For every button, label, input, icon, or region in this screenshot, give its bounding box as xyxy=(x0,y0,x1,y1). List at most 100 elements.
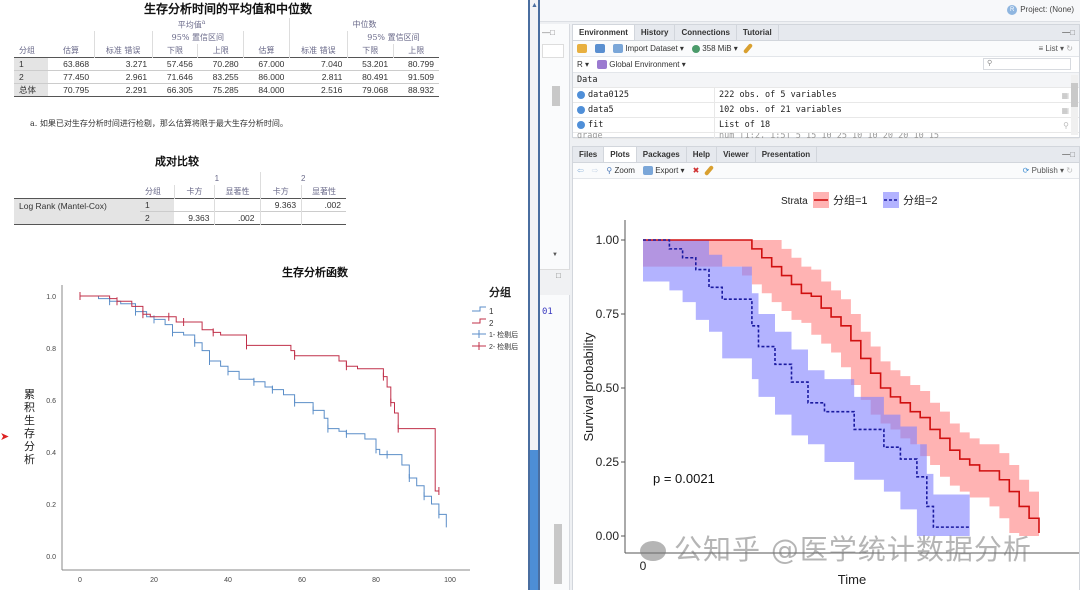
svg-text:Survival probability: Survival probability xyxy=(581,332,596,442)
zoom-button[interactable]: ⚲ Zoom xyxy=(606,166,635,175)
open-folder-icon[interactable] xyxy=(577,44,587,53)
console-pane-icon[interactable]: □ xyxy=(556,271,561,280)
survival-plot: Strata 分组=1 分组=2 0.00 0.25 0.50 0.75 1.00 0 Ti… xyxy=(573,180,1079,596)
tab-plots[interactable]: Plots xyxy=(604,147,637,162)
tab-history[interactable]: History xyxy=(635,25,676,40)
table-view-icon[interactable]: ▦ xyxy=(1061,90,1069,100)
env-scope-bar: R ▾ Global Environment ▾ ⚲ xyxy=(573,57,1079,73)
window-scrollbar[interactable]: ▲ xyxy=(528,0,540,590)
header-ci-median: 95% 置信区间 xyxy=(346,31,439,44)
col-sig-2: 显著性 xyxy=(301,185,346,198)
pane-minmax-icon[interactable]: —□ xyxy=(1062,150,1075,159)
env-search-input[interactable]: ⚲ xyxy=(983,58,1071,70)
memory-usage-button[interactable]: 358 MiB ▾ xyxy=(691,44,738,53)
memory-pie-icon xyxy=(691,44,700,53)
tab-viewer[interactable]: Viewer xyxy=(717,147,756,162)
tab-help[interactable]: Help xyxy=(687,147,718,162)
env-object-row[interactable]: fit List of 18 ⚲ xyxy=(573,118,1079,133)
svg-text:0.8: 0.8 xyxy=(46,346,56,353)
p-value-annotation: p = 0.0021 xyxy=(653,471,715,486)
svg-text:分组=2: 分组=2 xyxy=(903,193,938,207)
col-se: 标准 错误 xyxy=(93,44,153,57)
mean-median-table: 平均值a 中位数 95% 置信区间 95% 置信区间 分组 估算 标准 错误 下… xyxy=(14,18,439,97)
broom-icon[interactable] xyxy=(742,43,753,54)
tab-connections[interactable]: Connections xyxy=(675,25,737,40)
col-group: 分组 xyxy=(144,186,161,196)
expand-icon[interactable] xyxy=(577,91,585,99)
svg-text:0.2: 0.2 xyxy=(46,502,56,509)
watermark: 公知乎 @医学统计数据分析 xyxy=(640,528,1032,568)
project-menu[interactable]: R Project: (None) xyxy=(1007,5,1074,15)
legend-title: 分组 xyxy=(489,286,511,299)
km-chart-title: 生存分析函数 xyxy=(282,266,348,279)
table-view-icon[interactable]: ▦ xyxy=(1061,105,1069,115)
header-group-1: 1 xyxy=(214,174,220,183)
refresh-icon[interactable]: ↻ xyxy=(1066,44,1073,53)
svg-text:0.4: 0.4 xyxy=(46,450,56,457)
table-row: Log Rank (Mantel-Cox) 1 9.363.002 xyxy=(14,198,346,224)
scrollbar-thumb[interactable] xyxy=(530,450,538,590)
console-scrollbar[interactable] xyxy=(554,524,562,584)
tab-presentation[interactable]: Presentation xyxy=(756,147,818,162)
env-object-row[interactable]: data5 102 obs. of 21 variables ▦ xyxy=(573,103,1079,118)
forward-arrow-icon[interactable]: ⇨ xyxy=(591,166,599,175)
tab-packages[interactable]: Packages xyxy=(637,147,687,162)
environment-pane: Environment History Connections Tutorial… xyxy=(572,24,1080,139)
scroll-up-icon[interactable]: ▲ xyxy=(531,2,538,9)
col-chi: 卡方 xyxy=(173,185,215,198)
tab-files[interactable]: Files xyxy=(573,147,605,162)
col-lower-median: 下限 xyxy=(346,44,394,57)
rstudio-window: R Project: (None) —□ ▼ □ 01 Environment H… xyxy=(540,0,1080,596)
project-icon: R xyxy=(1007,5,1018,15)
back-arrow-icon[interactable]: ⇦ xyxy=(577,166,584,175)
svg-text:0.75: 0.75 xyxy=(596,307,620,321)
plots-pane: Files Plots Packages Help Viewer Present… xyxy=(572,146,1080,596)
refresh-icon[interactable]: ↻ xyxy=(1066,166,1073,175)
table-row: 2 9.363.002 xyxy=(14,211,346,224)
pane-minmax-icon[interactable]: —□ xyxy=(1062,28,1075,37)
scroll-down-icon[interactable]: ▼ xyxy=(552,252,558,258)
expand-icon[interactable] xyxy=(577,106,585,114)
broom-icon[interactable] xyxy=(704,165,715,176)
col-estimate-median: 估算 xyxy=(243,44,290,57)
col-chi-2: 卡方 xyxy=(259,185,302,198)
svg-text:Strata: Strata xyxy=(781,196,808,207)
header-group-2: 2 xyxy=(259,172,346,185)
view-mode-dropdown[interactable]: ≡ List ▾ ↻ xyxy=(1038,44,1073,53)
import-icon xyxy=(613,44,623,54)
tab-tutorial[interactable]: Tutorial xyxy=(737,25,779,40)
arrow-right-icon: ➤ xyxy=(0,431,10,443)
language-dropdown[interactable]: R ▾ xyxy=(577,60,590,69)
spss-legend: 1 2 1- 检剔后 2- 检剔后 xyxy=(472,306,518,351)
export-icon xyxy=(642,166,653,176)
scope-dropdown[interactable]: Global Environment ▾ xyxy=(597,60,686,70)
svg-text:2- 检剔后: 2- 检剔后 xyxy=(489,342,518,351)
search-icon[interactable]: ⚲ xyxy=(1063,120,1069,130)
svg-text:分组=1: 分组=1 xyxy=(833,193,868,207)
svg-text:0.50: 0.50 xyxy=(596,381,620,395)
env-scrollbar[interactable] xyxy=(1071,75,1078,135)
plots-toolbar: ⇦ ⇨ ⚲ Zoom Export ▾ ✖ ⟳ Publish ▾ ↻ xyxy=(573,163,1079,179)
pane-maximize-icon[interactable]: —□ xyxy=(542,28,555,37)
save-icon[interactable] xyxy=(595,44,605,53)
svg-text:20: 20 xyxy=(150,577,158,584)
tab-environment[interactable]: Environment xyxy=(573,25,635,40)
env-tabs: Environment History Connections Tutorial… xyxy=(573,25,1079,41)
source-scrollbar[interactable] xyxy=(552,86,560,106)
svg-text:2: 2 xyxy=(489,319,494,328)
pairwise-comparison-table: 1 2 分组 卡方 显著性 卡方 显著性 Log Rank (Mantel-Co… xyxy=(14,172,346,225)
table-row: 1 63.868 3.271 57.456 70.280 67.000 7.040 5… xyxy=(14,57,439,70)
table1-footnote: a. 如果已对生存分析时间进行检剔，那么估算将限于最大生存分析时间。 xyxy=(30,119,288,128)
remove-plot-icon[interactable]: ✖ xyxy=(692,166,700,175)
publish-icon: ⟳ xyxy=(1022,166,1030,175)
import-dataset-button[interactable]: Import Dataset ▾ xyxy=(613,44,684,54)
col-se-median: 标准 错误 xyxy=(288,44,348,57)
env-object-row[interactable]: data0125 222 obs. of 5 variables ▦ xyxy=(573,88,1079,103)
env-object-row[interactable]: grade num [1:2, 1:5] 5 15 10 25 10 10 20 … xyxy=(573,133,1079,139)
col-upper: 上限 xyxy=(197,44,244,57)
col-estimate: 估算 xyxy=(63,45,79,55)
export-button[interactable]: Export ▾ xyxy=(642,166,685,176)
expand-icon[interactable] xyxy=(577,121,585,129)
header-mean: 平均值a xyxy=(177,18,206,30)
publish-button[interactable]: ⟳ Publish ▾ ↻ xyxy=(1022,166,1073,175)
